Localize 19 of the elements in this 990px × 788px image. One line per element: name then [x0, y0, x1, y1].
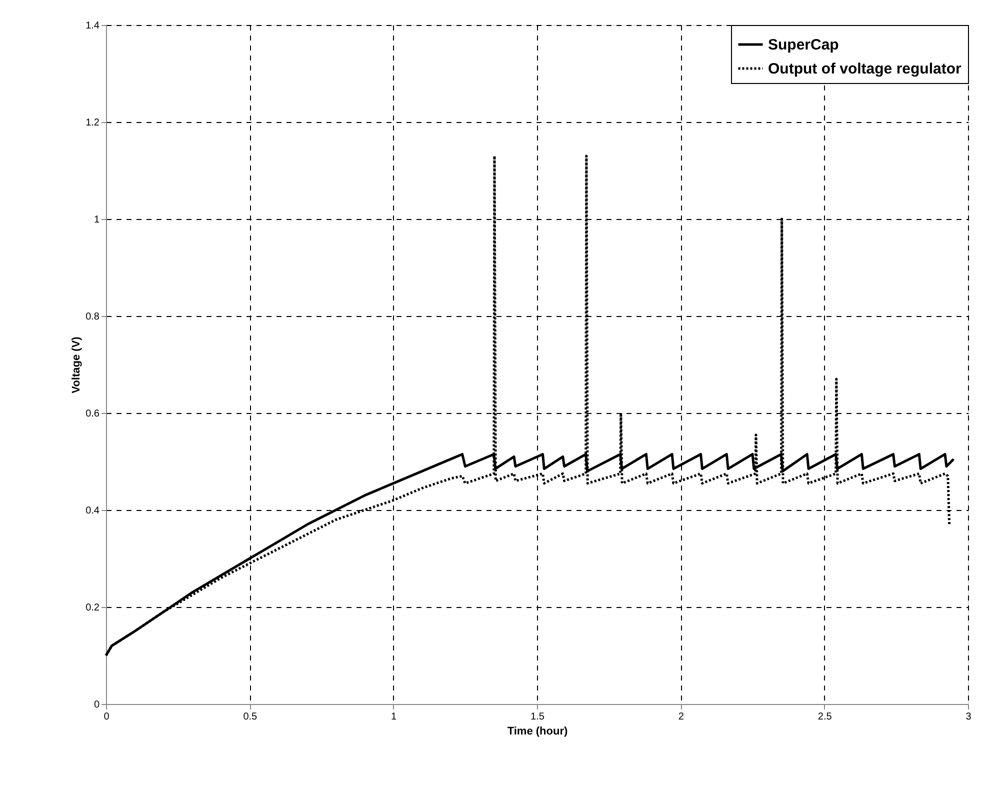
x-tick-label: 0: [104, 712, 110, 722]
x-tick-label: 2.5: [818, 712, 832, 722]
y-tick-label: 1: [94, 214, 100, 226]
y-tick-label: 0.4: [86, 506, 100, 516]
x-tick-label: 3: [966, 712, 972, 722]
y-tick-label: 1.2: [86, 118, 100, 128]
x-tick-label: 2: [678, 712, 684, 722]
y-tick-label: 1.4: [86, 20, 100, 32]
x-tick-label: 1: [391, 712, 398, 722]
y-tick-label: 0.6: [86, 408, 100, 420]
legend-label: SuperCap: [768, 36, 839, 54]
y-tick-label: 0: [94, 700, 100, 710]
x-axis-title: Time (hour): [507, 726, 568, 738]
x-tick-label: 0.5: [243, 712, 258, 722]
x-tick-label: 1.5: [530, 712, 545, 722]
legend-label: Output of voltage regulator: [768, 60, 962, 78]
y-tick-label: 0.2: [86, 602, 100, 614]
y-tick-label: 0.8: [86, 312, 100, 322]
y-axis-title: Voltage (V): [70, 336, 83, 394]
